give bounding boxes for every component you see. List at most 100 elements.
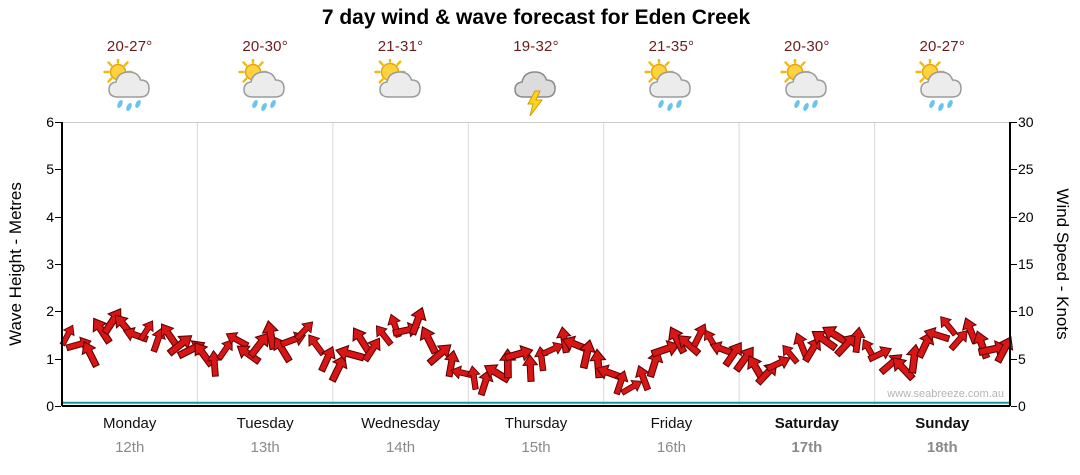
day-name-label: Monday (103, 415, 157, 432)
weather-icon-slot (874, 57, 1010, 119)
x-label-group: Friday 16th (603, 415, 739, 456)
wind-arrow (419, 326, 439, 355)
wind-arrow (247, 332, 269, 359)
wind-arrow (677, 335, 702, 357)
day-header: 21-35° (603, 38, 739, 119)
cloud-glyph (785, 71, 827, 98)
wind-arrow (923, 326, 951, 343)
wind-arrow (994, 336, 1014, 364)
temp-range-label: 20-30° (242, 38, 288, 55)
cloud-glyph (920, 71, 963, 98)
raindrop-glyph (252, 100, 258, 108)
wind-arrow (504, 344, 534, 362)
wind-arrow (892, 357, 916, 382)
cloud-glyph (243, 71, 285, 98)
sun-cloud-icon (373, 56, 421, 98)
raindrop-glyph (658, 100, 665, 108)
thunderstorm-icon (514, 71, 556, 117)
weather-icon-slot (603, 57, 739, 119)
day-name-label: Friday (650, 415, 693, 432)
wind-wave-chart (59, 122, 1014, 407)
left-tick-label: 2 (46, 303, 54, 320)
day-date-label: 15th (521, 439, 551, 456)
right-tick-mark (1011, 122, 1017, 123)
left-tick-mark (55, 169, 61, 171)
sun-cloud-showers-icon (644, 57, 692, 111)
cloud-glyph (514, 71, 556, 98)
right-axis-label: Wind Speed - Knots (1053, 188, 1072, 340)
wind-arrow (650, 340, 681, 358)
weather-icon-slot (333, 56, 469, 119)
wind-arrow (81, 341, 100, 369)
temp-range-label: 21-31° (377, 38, 424, 55)
wind-arrow (225, 332, 250, 349)
left-tick-label: 4 (46, 208, 54, 225)
left-tick-mark (55, 122, 61, 123)
weather-icon-slot (739, 57, 875, 119)
right-tick-mark (1011, 406, 1017, 407)
day-date-label: 12th (115, 439, 145, 456)
x-label-group: Tuesday 13th (197, 415, 333, 456)
cloud-glyph (649, 71, 692, 98)
raindrop-glyph (116, 100, 123, 108)
raindrop-glyph (125, 103, 132, 111)
raindrop-glyph (676, 100, 683, 108)
wind-arrow (620, 380, 643, 396)
wind-arrow (308, 334, 326, 357)
cloud-glyph (107, 71, 150, 98)
wind-arrow (328, 354, 348, 383)
right-tick-mark (1011, 169, 1017, 171)
right-tick-label: 25 (1018, 161, 1034, 178)
wind-arrow (915, 331, 935, 360)
wind-arrow (578, 339, 596, 370)
left-tick-label: 6 (46, 114, 54, 130)
wind-arrow (216, 339, 233, 361)
weather-icon-slot (468, 59, 604, 119)
right-tick-mark (1011, 311, 1017, 313)
wind-arrow (294, 321, 314, 342)
right-tick-label: 30 (1018, 114, 1034, 130)
left-tick-label: 1 (46, 350, 54, 367)
chart-title: 7 day wind & wave forecast for Eden Cree… (321, 6, 751, 29)
raindrop-glyph (261, 103, 267, 111)
wind-arrow (722, 341, 742, 368)
right-tick-mark (1011, 264, 1017, 265)
watermark: www.seabreeze.com.au (887, 388, 1004, 400)
wind-arrow (540, 341, 565, 357)
wind-arrow (765, 355, 791, 372)
day-header: 20-30° (739, 38, 875, 119)
raindrop-glyph (794, 100, 800, 108)
day-name-label: Saturday (774, 415, 839, 432)
wind-arrow (483, 364, 511, 384)
temp-range-label: 20-27° (106, 38, 153, 55)
wind-arrow (782, 344, 800, 365)
wind-arrow (466, 365, 481, 391)
day-header: 20-30° (197, 38, 333, 119)
raindrop-glyph (929, 100, 936, 108)
left-tick-label: 5 (46, 161, 54, 178)
right-tick-mark (1011, 358, 1017, 360)
right-tick-label: 10 (1018, 303, 1034, 320)
wind-arrow (867, 346, 892, 363)
day-date-label: 17th (791, 439, 823, 456)
left-tick-mark (55, 358, 61, 360)
wind-arrow (443, 349, 460, 378)
sun-cloud-showers-icon (103, 57, 150, 111)
temp-range-label: 20-27° (919, 38, 966, 55)
wind-arrow (375, 325, 394, 347)
raindrop-glyph (134, 100, 141, 108)
left-tick-mark (55, 216, 61, 218)
x-label-group: Wednesday 14th (333, 415, 469, 456)
sun-cloud-showers-icon (780, 57, 827, 111)
day-name-label: Tuesday (236, 415, 294, 432)
raindrop-glyph (270, 100, 276, 108)
cloud-glyph (378, 71, 421, 98)
sun-cloud-showers-icon (915, 57, 963, 111)
left-tick-mark (55, 264, 61, 265)
right-tick-label: 20 (1018, 208, 1034, 225)
right-tick-label: 0 (1018, 398, 1026, 414)
x-label-group: Saturday 17th (739, 415, 875, 456)
day-name-label: Sunday (915, 415, 970, 432)
wind-arrow (318, 345, 336, 373)
temp-range-label: 19-32° (513, 38, 559, 55)
